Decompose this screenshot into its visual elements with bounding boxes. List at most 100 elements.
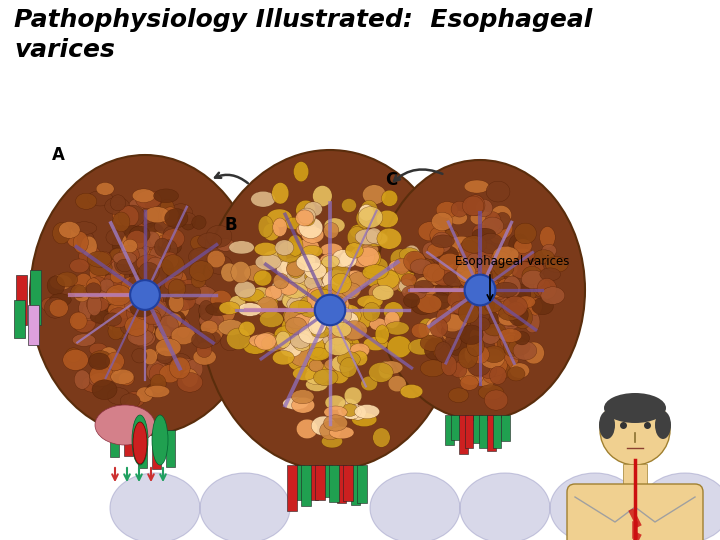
Ellipse shape (480, 263, 496, 285)
Ellipse shape (379, 361, 393, 379)
Bar (30, 270, 41, 325)
Ellipse shape (350, 343, 369, 357)
Ellipse shape (120, 287, 138, 300)
Ellipse shape (161, 252, 179, 269)
Ellipse shape (429, 293, 451, 310)
Ellipse shape (446, 338, 468, 355)
Ellipse shape (86, 278, 101, 296)
Ellipse shape (540, 227, 555, 248)
Ellipse shape (298, 291, 323, 310)
Ellipse shape (106, 285, 132, 306)
Ellipse shape (340, 251, 357, 268)
Ellipse shape (322, 303, 339, 323)
Ellipse shape (177, 373, 202, 392)
Ellipse shape (507, 302, 525, 318)
Ellipse shape (541, 287, 564, 305)
Ellipse shape (132, 294, 152, 307)
Ellipse shape (320, 306, 338, 319)
Ellipse shape (450, 289, 469, 305)
Ellipse shape (489, 284, 512, 301)
Ellipse shape (494, 282, 518, 298)
Ellipse shape (333, 313, 356, 328)
Ellipse shape (449, 285, 470, 305)
Ellipse shape (302, 227, 324, 243)
Ellipse shape (505, 306, 531, 323)
Ellipse shape (293, 313, 316, 327)
Ellipse shape (162, 229, 184, 248)
Ellipse shape (480, 362, 497, 379)
Ellipse shape (105, 283, 129, 303)
Ellipse shape (155, 260, 179, 275)
Ellipse shape (171, 299, 189, 319)
Ellipse shape (283, 283, 307, 298)
Ellipse shape (138, 272, 164, 289)
Ellipse shape (441, 323, 467, 338)
Ellipse shape (83, 301, 97, 321)
Ellipse shape (329, 332, 346, 345)
Ellipse shape (471, 280, 489, 294)
Ellipse shape (396, 280, 420, 293)
Ellipse shape (283, 397, 308, 410)
Ellipse shape (463, 271, 486, 287)
Ellipse shape (74, 370, 90, 389)
Ellipse shape (320, 421, 341, 440)
Ellipse shape (282, 316, 306, 338)
Ellipse shape (119, 205, 145, 227)
Ellipse shape (498, 329, 522, 342)
Ellipse shape (161, 207, 179, 226)
Ellipse shape (124, 392, 145, 407)
Ellipse shape (108, 301, 134, 319)
Text: A: A (52, 146, 65, 164)
Ellipse shape (321, 334, 341, 350)
Ellipse shape (525, 311, 540, 333)
Ellipse shape (123, 291, 141, 303)
Ellipse shape (323, 303, 341, 321)
Ellipse shape (166, 353, 190, 368)
Ellipse shape (343, 321, 362, 341)
Ellipse shape (166, 336, 181, 357)
Ellipse shape (455, 289, 481, 302)
Ellipse shape (243, 341, 267, 354)
Ellipse shape (324, 218, 345, 233)
Ellipse shape (509, 234, 526, 255)
Ellipse shape (357, 247, 379, 267)
Ellipse shape (310, 369, 328, 383)
Ellipse shape (150, 231, 174, 248)
Ellipse shape (296, 254, 320, 271)
Ellipse shape (304, 202, 323, 217)
Ellipse shape (131, 282, 156, 300)
Ellipse shape (484, 298, 502, 313)
Ellipse shape (479, 303, 495, 320)
Ellipse shape (150, 301, 171, 320)
Ellipse shape (510, 248, 535, 262)
Ellipse shape (456, 249, 472, 263)
Ellipse shape (307, 357, 322, 371)
Ellipse shape (302, 303, 318, 322)
Ellipse shape (164, 279, 185, 291)
Ellipse shape (258, 216, 274, 238)
Ellipse shape (257, 296, 278, 309)
Ellipse shape (309, 312, 329, 327)
Ellipse shape (127, 329, 153, 345)
Ellipse shape (207, 251, 225, 268)
Ellipse shape (473, 366, 492, 379)
Ellipse shape (534, 279, 550, 294)
Ellipse shape (166, 291, 183, 311)
Ellipse shape (275, 240, 294, 255)
Ellipse shape (274, 326, 295, 345)
Ellipse shape (599, 411, 615, 439)
Ellipse shape (130, 267, 150, 284)
Ellipse shape (114, 254, 139, 275)
Ellipse shape (330, 273, 351, 293)
Ellipse shape (460, 473, 550, 540)
Ellipse shape (433, 267, 456, 286)
Ellipse shape (130, 226, 150, 243)
Ellipse shape (313, 306, 328, 320)
Ellipse shape (349, 272, 369, 287)
Ellipse shape (550, 473, 640, 540)
Ellipse shape (208, 327, 223, 341)
Ellipse shape (293, 305, 314, 325)
Ellipse shape (483, 346, 505, 363)
Ellipse shape (470, 281, 492, 303)
Ellipse shape (336, 270, 359, 287)
